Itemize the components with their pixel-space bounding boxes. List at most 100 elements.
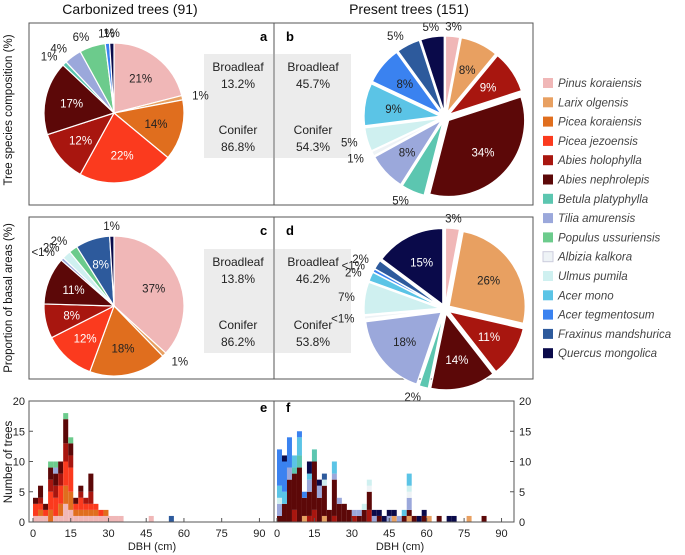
- hist-f-bar-56-abies-nephrolepis: [411, 515, 417, 522]
- pie-d-label-abies-nephrolepis: 14%: [445, 355, 468, 367]
- hist-e-bar-28-pinus-koraiensis: [98, 515, 104, 522]
- hist-e-bar-48-pinus-koraiensis: [148, 515, 154, 522]
- hist-f-bar-66-abies-nephrolepis: [436, 515, 442, 522]
- legend-label-acer-tegmentosum: Acer tegmentosum: [557, 310, 655, 322]
- pie-d-slice-quercus-mongolica: [381, 227, 444, 306]
- hist-e-bar-30-picea-koraiensis: [103, 509, 109, 516]
- hist-f-bar-26-tilia-amurensis: [336, 497, 342, 504]
- xtick-label-e-0: 0: [30, 528, 36, 540]
- ytick-label-left-5: 5: [19, 487, 25, 499]
- hist-e-bar-6-abies-nephrolepis: [43, 503, 49, 510]
- pie-c-label-pinus-koraiensis: 37%: [142, 283, 165, 295]
- hist-f-bar-20-abies-nephrolepis: [321, 485, 327, 516]
- hist-e-bar-14-picea-koraiensis: [63, 485, 69, 504]
- hist-f-bar-54-ulmus-pumila: [406, 485, 412, 492]
- hist-e-bar-10-abies-holophylla: [53, 485, 59, 498]
- pie-d-slice-tilia-amurensis: [365, 311, 443, 385]
- hist-e-bar-32-pinus-koraiensis: [108, 515, 114, 522]
- hist-e-bar-30-pinus-koraiensis: [103, 515, 109, 522]
- pie-c-label-fraxinus-mandshurica: 8%: [92, 260, 109, 272]
- pie-d-slice-albizia-kalkora: [363, 308, 441, 320]
- hist-f-bar-32-abies-holophylla: [351, 515, 357, 522]
- hist-e-bar-34-pinus-koraiensis: [113, 515, 119, 522]
- hist-e-bar-12-picea-jezoensis: [58, 485, 64, 504]
- pie-b-label-pinus-koraiensis: 3%: [445, 21, 462, 33]
- box-b-broadleaf-value: 45.7%: [296, 77, 330, 91]
- row-label-basal-area: Proportion of basal areas (%): [3, 223, 15, 373]
- hist-f-bar-16-abies-nephrolepis: [311, 461, 317, 510]
- pie-a-slice-picea-jezoensis: [79, 112, 169, 184]
- hist-f-bar-34-abies-nephrolepis: [356, 515, 362, 522]
- hist-f-bar-78-larix-olgensis: [466, 515, 472, 522]
- hist-f-bar-12-larix-olgensis: [301, 515, 307, 522]
- hist-f-bar-2-acer-tegmentosum: [277, 449, 282, 486]
- box-c-conifer-value: 86.2%: [221, 335, 255, 349]
- pie-b-slice-tilia-amurensis: [373, 119, 442, 186]
- hist-f-bar-54-tilia-amurensis: [406, 497, 412, 510]
- hist-f-bar-38-ulmus-pumila: [366, 479, 372, 486]
- legend-label-abies-nephrolepis: Abies nephrolepis: [557, 175, 650, 187]
- hist-f-bar-60-quercus-mongolica: [421, 509, 427, 516]
- hist-f-bar-36-ulmus-pumila: [361, 503, 367, 510]
- panel-frame-d: [273, 216, 534, 380]
- pie-c-label-tilia-amurensis: <1%: [31, 247, 54, 259]
- hist-e-bar-26-picea-koraiensis: [93, 509, 99, 516]
- legend-swatch-pinus-koraiensis: [543, 78, 553, 88]
- legend-label-fraxinus-mandshurica: Fraxinus mandshurica: [558, 329, 671, 341]
- xtick-label-f-75: 75: [458, 528, 470, 540]
- summary-box-c: [204, 249, 273, 353]
- legend-label-ulmus-pumila: Ulmus pumila: [558, 271, 628, 283]
- panel-letter-d: d: [286, 223, 294, 238]
- hist-f-bar-54-larix-olgensis: [406, 515, 412, 522]
- hist-e-bar-8-picea-koraiensis: [48, 509, 54, 522]
- xtick-label-e-30: 30: [102, 528, 114, 540]
- box-a-broadleaf-value: 13.2%: [221, 77, 255, 91]
- box-d-broadleaf-label: Broadleaf: [287, 255, 339, 269]
- pie-a-label-quercus-mongolica: 1%: [103, 28, 120, 40]
- hist-f-bar-42-quercus-mongolica: [376, 509, 382, 516]
- hist-e-bar-6-pinus-koraiensis: [43, 515, 49, 522]
- hist-e-bar-14-pinus-koraiensis: [63, 503, 69, 522]
- hist-f-bar-14-quercus-mongolica: [306, 461, 312, 474]
- hist-f-bar-52-acer-mono: [401, 509, 407, 516]
- hist-f-bar-6-acer-tegmentosum: [286, 437, 292, 468]
- box-c-conifer-label: Conifer: [219, 318, 258, 332]
- pie-b-slice-abies-holophylla: [447, 54, 523, 116]
- xtick-label-e-45: 45: [140, 528, 152, 540]
- pie-b-label-acer-mono: 9%: [385, 104, 402, 116]
- hist-f-bar-4-quercus-mongolica: [281, 455, 287, 462]
- hist-f-bar-54-albizia-kalkora: [406, 491, 412, 498]
- hist-f-bar-40-quercus-mongolica: [371, 509, 377, 516]
- hist-f-bar-18-tilia-amurensis: [316, 485, 322, 498]
- hist-e-bar-20-picea-jezoensis: [78, 497, 84, 510]
- box-b-conifer-value: 54.3%: [296, 140, 330, 154]
- xtick-label-e-90: 90: [253, 528, 265, 540]
- hist-f-bar-4-acer-mono: [281, 491, 287, 504]
- pie-b-slice-fraxinus-mandshurica: [397, 39, 444, 113]
- pie-d-slice-pinus-koraiensis: [444, 227, 461, 305]
- hist-f-bar-60-abies-nephrolepis: [421, 515, 427, 522]
- hist-f-bar-18-quercus-mongolica: [316, 479, 322, 486]
- hist-f-bar-24-tilia-amurensis: [331, 473, 337, 480]
- hist-f-bar-84-abies-nephrolepis: [481, 515, 487, 522]
- hist-e-bar-20-pinus-koraiensis: [78, 515, 84, 522]
- pie-d-label-quercus-mongolica: 15%: [410, 257, 433, 269]
- hist-e-bar-24-picea-koraiensis: [88, 509, 94, 516]
- pie-b-label-abies-nephrolepis: 34%: [471, 148, 494, 160]
- pie-d-slice-ulmus-pumila: [363, 281, 441, 316]
- hist-f-bar-2-acer-mono: [277, 485, 282, 498]
- xtick-label-f-30: 30: [346, 528, 358, 540]
- column-title-right: Present trees (151): [349, 1, 469, 17]
- hist-e-bar-24-picea-jezoensis: [88, 503, 94, 510]
- legend-swatch-fraxinus-mandshurica: [543, 328, 553, 339]
- hist-e-bar-2-pinus-koraiensis: [33, 515, 39, 522]
- hist-f-bar-26-abies-nephrolepis: [336, 503, 342, 522]
- hist-e-bar-14-abies-nephrolepis: [63, 419, 69, 444]
- hist-f-bar-8-abies-nephrolepis: [291, 473, 297, 510]
- hist-e-bar-12-pinus-koraiensis: [58, 515, 64, 522]
- hist-f-bar-12-abies-nephrolepis: [301, 497, 307, 516]
- summary-box-d: [275, 249, 351, 353]
- hist-f-bar-16-abies-holophylla: [311, 509, 317, 522]
- pie-b-label-tilia-amurensis: 8%: [399, 148, 416, 160]
- hist-e-bar-26-picea-jezoensis: [93, 503, 99, 510]
